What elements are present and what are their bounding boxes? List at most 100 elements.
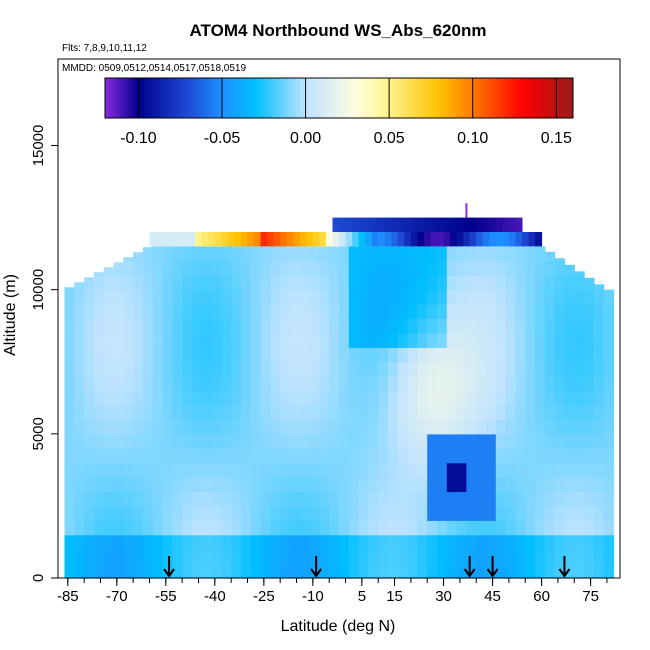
heatmap-cell <box>348 390 360 406</box>
heatmap-cell <box>437 289 448 305</box>
heatmap-cell <box>103 390 115 406</box>
heatmap-cell <box>584 376 595 392</box>
heatmap-cell <box>84 332 95 348</box>
heatmap-cell <box>535 232 543 247</box>
colorbar-segment <box>229 78 235 118</box>
heatmap-cell <box>339 376 350 392</box>
heatmap-cell <box>584 318 595 334</box>
heatmap-cell <box>241 505 252 521</box>
heatmap-cell <box>74 491 85 507</box>
heatmap-cell <box>456 361 467 377</box>
heatmap-cell <box>544 462 556 478</box>
heatmap-cell <box>446 477 458 493</box>
heatmap-cell <box>162 462 173 478</box>
heatmap-cell <box>437 419 448 435</box>
heatmap-cell <box>250 246 262 262</box>
heatmap-cell <box>388 289 399 305</box>
heatmap-cell <box>133 390 144 406</box>
heatmap-cell <box>554 505 566 521</box>
colorbar-segment <box>389 78 395 118</box>
heatmap-cell <box>554 433 566 449</box>
heatmap-cell <box>535 448 546 464</box>
heatmap-cell <box>603 332 615 348</box>
colorbar-segment <box>518 78 523 118</box>
heatmap-cell <box>309 405 320 420</box>
heatmap-cell <box>309 318 320 334</box>
heatmap-cell <box>152 260 164 276</box>
heatmap-cell <box>358 491 369 507</box>
heatmap-cell <box>192 534 203 550</box>
heatmap-cell <box>64 505 75 521</box>
heatmap-cell <box>593 563 605 579</box>
heatmap-cell <box>378 462 389 478</box>
heatmap-cell <box>456 520 467 536</box>
heatmap-cell <box>574 347 585 363</box>
heatmap-cell <box>162 419 173 435</box>
heatmap-cell <box>201 347 213 363</box>
heatmap-cell <box>486 275 497 291</box>
heatmap-cell <box>378 289 389 305</box>
heatmap-cell <box>427 433 438 449</box>
heatmap-cell <box>466 549 477 565</box>
heatmap-cell <box>427 534 438 550</box>
heatmap-cell <box>339 390 350 406</box>
heatmap-cell <box>162 289 173 305</box>
heatmap-cell <box>466 520 477 536</box>
colorbar-segment <box>225 78 231 118</box>
heatmap-cell <box>407 275 418 291</box>
heatmap-cell <box>427 260 438 276</box>
heatmap-cell <box>368 405 379 420</box>
colorbar-segment <box>541 78 547 118</box>
heatmap-cell <box>427 347 438 363</box>
heatmap-cell <box>505 419 516 435</box>
heatmap-cell <box>495 405 507 420</box>
heatmap-cell <box>152 448 164 464</box>
heatmap-cell <box>113 275 124 291</box>
heatmap-cell <box>64 405 75 420</box>
heatmap-cell <box>407 505 418 521</box>
heatmap-cell <box>603 361 615 377</box>
colorbar-segment <box>214 78 219 118</box>
heatmap-cell <box>593 304 605 320</box>
colorbar-segment <box>506 78 512 118</box>
heatmap-cell <box>152 405 164 420</box>
colorbar-segment <box>183 78 188 118</box>
arrow-head <box>463 568 476 578</box>
heatmap-cell <box>525 405 536 420</box>
heatmap-cell <box>476 390 487 406</box>
heatmap-cell <box>74 347 85 363</box>
heatmap-cell <box>172 347 183 363</box>
colorbar-segment <box>241 78 246 118</box>
heatmap-cell <box>593 361 605 377</box>
heatmap-cell <box>339 289 350 305</box>
heatmap-cell <box>495 332 507 348</box>
heatmap-cell <box>93 477 105 493</box>
heatmap-cell <box>221 462 232 478</box>
heatmap-cell <box>446 318 458 334</box>
colorbar-segment <box>374 78 379 118</box>
heatmap-cell <box>388 491 399 507</box>
heatmap-cell <box>564 264 575 276</box>
heatmap-cell <box>339 534 350 550</box>
heatmap-cell <box>162 232 170 247</box>
heatmap-cell <box>486 405 497 420</box>
heatmap-cell <box>290 361 301 377</box>
heatmap-cell <box>515 433 526 449</box>
heatmap-cell <box>280 491 291 507</box>
heatmap-cell <box>152 491 164 507</box>
heatmap-cell <box>505 376 516 392</box>
heatmap-cell <box>525 246 536 262</box>
heatmap-cell <box>211 246 222 262</box>
arrow-head <box>486 568 499 578</box>
heatmap-cell <box>299 433 311 449</box>
heatmap-cell <box>211 347 222 363</box>
heatmap-cell <box>593 462 605 478</box>
heatmap-cell <box>427 419 438 435</box>
heatmap-cell <box>525 549 536 565</box>
heatmap-cell <box>417 390 428 406</box>
heatmap-cell <box>554 304 566 320</box>
heatmap-cell <box>192 318 203 334</box>
heatmap-cell <box>231 505 242 521</box>
heatmap-cell <box>544 549 556 565</box>
heatmap-cell <box>182 332 193 348</box>
